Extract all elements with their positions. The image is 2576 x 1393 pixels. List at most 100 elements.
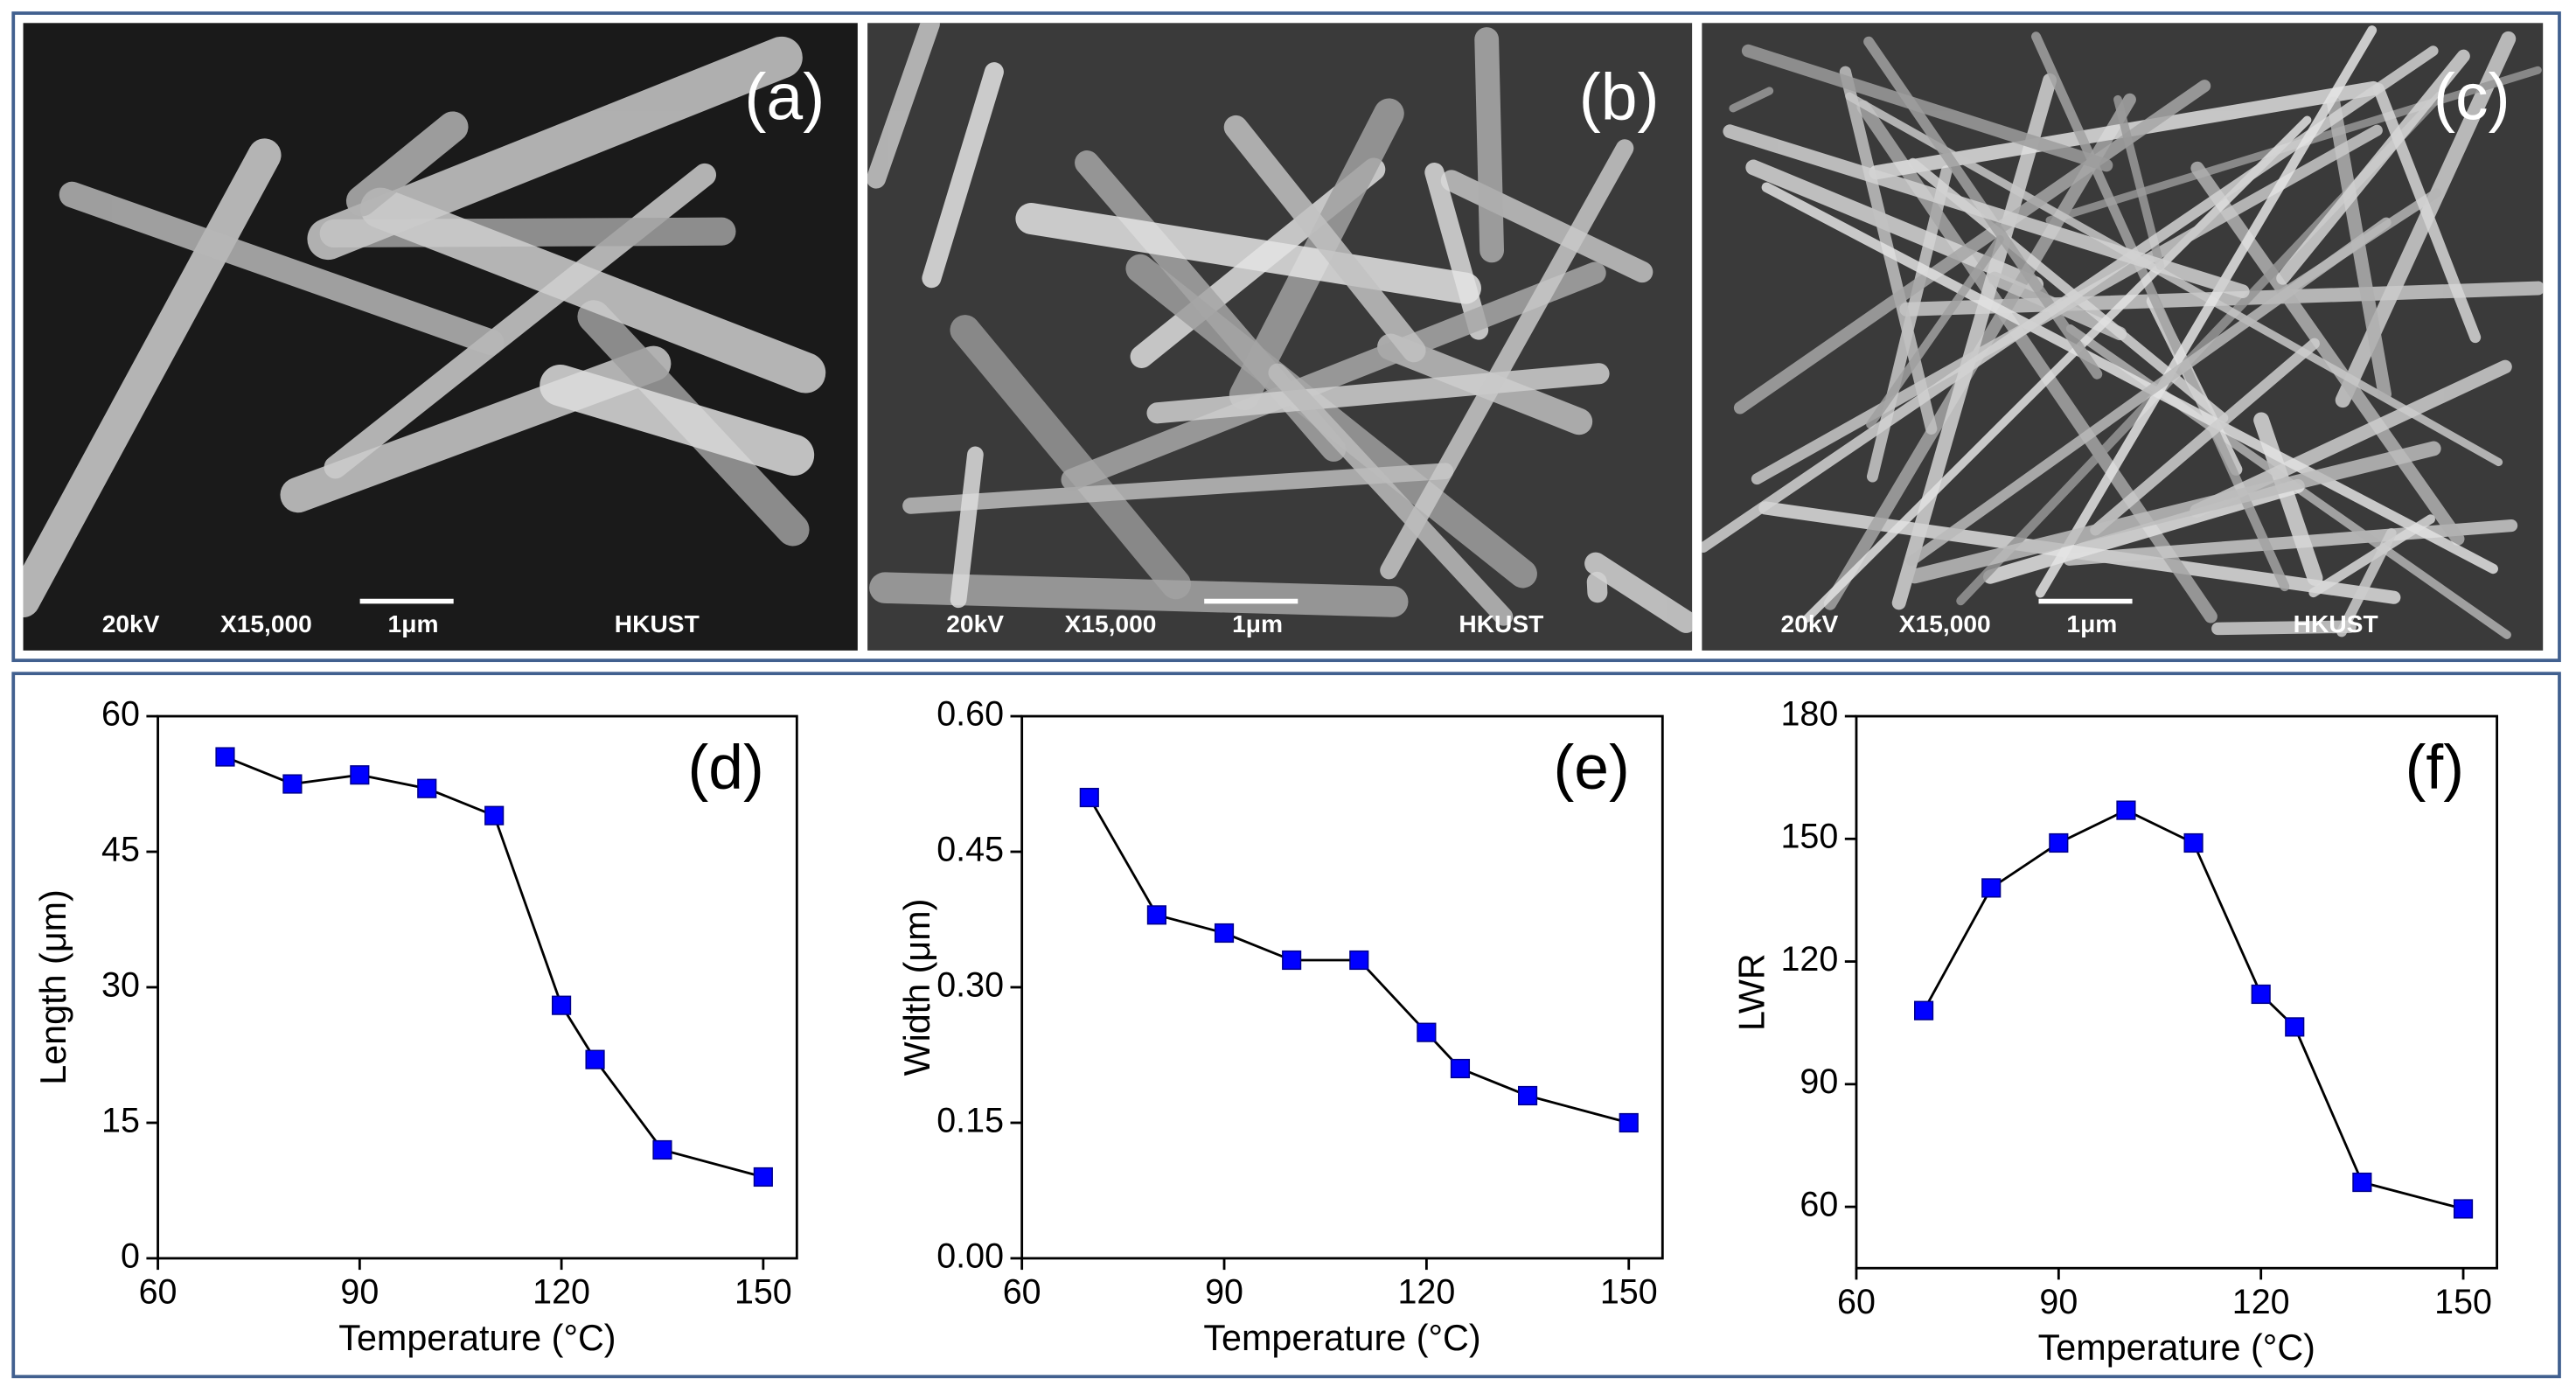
fiber — [23, 138, 282, 618]
y-tick-label: 180 — [1780, 694, 1838, 733]
fiber — [360, 187, 826, 394]
panel-label: (c) — [2433, 59, 2510, 133]
x-tick-label: 120 — [2232, 1283, 2290, 1321]
panel-label: (e) — [1554, 733, 1630, 803]
y-tick-label: 0.60 — [936, 694, 1004, 733]
data-point — [282, 774, 303, 794]
fiber — [2035, 25, 2378, 598]
fiber — [1906, 217, 2392, 567]
data-point — [1517, 1085, 1538, 1106]
fiber — [1866, 234, 2004, 429]
fiber — [1061, 261, 1606, 491]
y-tick-label: 45 — [101, 830, 140, 868]
y-tick-label: 60 — [1800, 1186, 1838, 1224]
y-tick-label: 0.00 — [936, 1236, 1004, 1275]
fiber — [869, 572, 1409, 617]
x-axis-label: Temperature (°C) — [1203, 1318, 1480, 1358]
sem-institute: HKUST — [615, 609, 700, 637]
panel-label: (b) — [1579, 59, 1660, 133]
fiber — [2308, 514, 2435, 598]
x-tick-label: 60 — [1003, 1273, 1041, 1312]
sem-scale: 1μm — [1232, 609, 1283, 637]
sem-institute: HKUST — [1459, 609, 1543, 637]
fiber — [307, 36, 803, 261]
data-point — [552, 995, 572, 1015]
fiber — [2276, 49, 2470, 285]
fiber — [1729, 87, 1774, 113]
fiber — [1380, 139, 1634, 580]
plot-frame — [1855, 714, 2499, 1270]
y-tick-label: 15 — [101, 1101, 140, 1139]
sem-magnification: X15,000 — [220, 609, 312, 637]
data-point — [215, 747, 235, 767]
y-axis-label: Length (μm) — [33, 889, 73, 1085]
data-point — [652, 1139, 672, 1160]
data-point — [2116, 800, 2136, 820]
fiber — [2211, 620, 2357, 636]
fiber — [1268, 363, 1514, 626]
data-point — [417, 778, 437, 798]
data-point — [1981, 878, 2002, 898]
y-tick-label: 0.15 — [936, 1101, 1004, 1139]
y-tick-label: 0 — [121, 1236, 140, 1275]
fiber — [1845, 92, 2503, 467]
data-point — [1450, 1058, 1471, 1079]
y-axis-label: Width (μm) — [897, 899, 937, 1076]
sem-institute: HKUST — [2294, 609, 2378, 637]
fiber — [2190, 161, 2465, 546]
data-point — [2453, 1199, 2474, 1219]
fiber — [950, 315, 1191, 600]
y-axis-label: LWR — [1731, 953, 1772, 1031]
y-tick-label: 120 — [1780, 940, 1838, 979]
x-tick-label: 60 — [1837, 1283, 1876, 1321]
data-point — [2183, 832, 2204, 853]
fiber — [2063, 519, 2518, 566]
data-point — [1146, 905, 1166, 925]
x-tick-label: 120 — [1397, 1273, 1455, 1312]
fiber — [1424, 162, 1489, 340]
y-tick-label: 90 — [1800, 1062, 1838, 1101]
data-point — [2049, 832, 2069, 853]
data-point — [1282, 950, 1302, 971]
x-tick-label: 90 — [340, 1273, 379, 1312]
fiber — [2090, 338, 2320, 536]
x-tick-label: 150 — [2434, 1283, 2492, 1321]
sem-voltage: 20kV — [102, 609, 160, 637]
fiber — [540, 365, 815, 477]
fiber — [1586, 571, 1608, 603]
data-point — [2285, 1017, 2305, 1037]
data-point — [1619, 1112, 1639, 1133]
bottom-frame — [11, 672, 2561, 1379]
fiber — [1474, 27, 1505, 263]
x-tick-label: 150 — [1600, 1273, 1658, 1312]
fiber — [1761, 182, 2498, 575]
fiber — [1891, 73, 2057, 610]
fiber — [1907, 441, 2441, 584]
y-tick-label: 0.45 — [936, 830, 1004, 868]
fiber — [2336, 527, 2397, 637]
panel-label: (d) — [688, 733, 764, 803]
data-point — [350, 765, 370, 785]
sem-scale: 1μm — [388, 609, 439, 637]
fiber — [902, 463, 1454, 514]
fiber — [867, 23, 940, 189]
y-tick-label: 30 — [101, 965, 140, 1004]
data-point — [2352, 1172, 2372, 1193]
fiber — [1146, 363, 1610, 424]
y-tick-label: 150 — [1780, 818, 1838, 856]
x-tick-label: 60 — [139, 1273, 178, 1312]
data-point — [1417, 1022, 1437, 1042]
sem-voltage: 20kV — [946, 609, 1004, 637]
data-point — [585, 1049, 605, 1069]
fiber — [345, 111, 469, 217]
fiber — [1741, 44, 2113, 172]
data-point — [1349, 950, 1369, 971]
data-point — [1914, 1000, 1934, 1020]
x-tick-label: 90 — [1205, 1273, 1243, 1312]
fiber — [59, 181, 505, 356]
y-tick-label: 60 — [101, 694, 140, 733]
panel-label: (a) — [744, 59, 825, 133]
fiber — [1223, 115, 1426, 363]
